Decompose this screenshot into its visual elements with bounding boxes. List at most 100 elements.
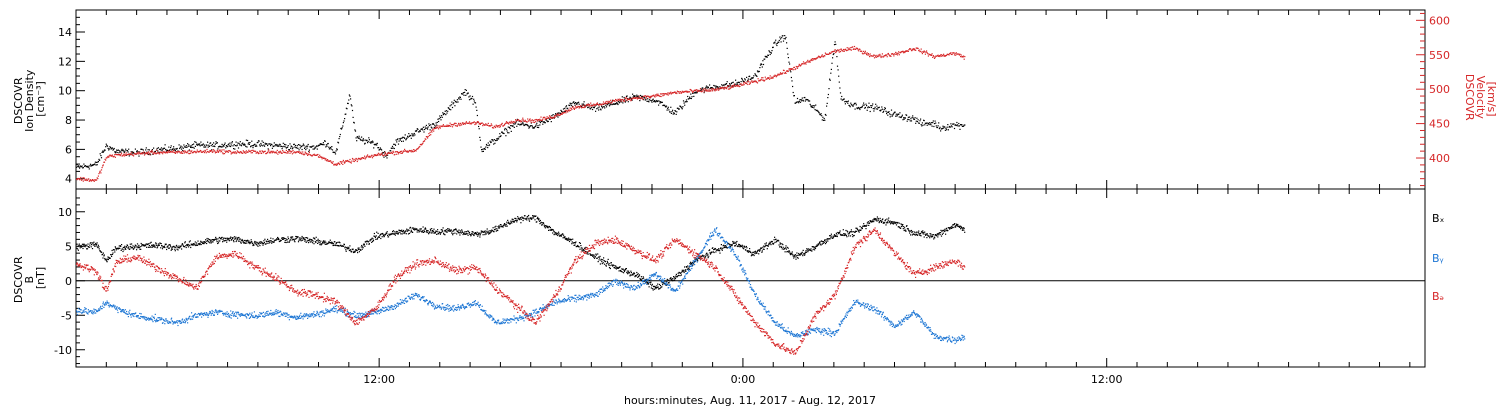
density-point bbox=[331, 149, 334, 151]
density-point bbox=[85, 166, 87, 168]
bx-point bbox=[608, 264, 610, 266]
velocity-point bbox=[393, 151, 395, 153]
bx-point bbox=[422, 230, 424, 232]
bx-point bbox=[383, 235, 385, 237]
density-point bbox=[735, 84, 737, 86]
density-point bbox=[418, 131, 420, 133]
density-point bbox=[941, 127, 943, 129]
density-point bbox=[416, 129, 418, 132]
bx-point bbox=[88, 246, 90, 248]
density-point bbox=[391, 145, 394, 147]
velocity-point bbox=[324, 157, 326, 159]
bx-point bbox=[431, 231, 433, 233]
bx-point bbox=[483, 231, 485, 233]
bx-point bbox=[764, 245, 767, 247]
bx-point bbox=[193, 244, 195, 246]
density-point bbox=[758, 70, 760, 73]
bx-point bbox=[177, 249, 179, 251]
bx-point bbox=[771, 240, 773, 243]
bx-point bbox=[796, 252, 798, 254]
bx-point bbox=[103, 254, 105, 256]
density-point bbox=[494, 139, 497, 142]
bx-point bbox=[173, 246, 175, 248]
bx-point bbox=[538, 220, 541, 222]
bx-point bbox=[712, 251, 714, 253]
bx-point bbox=[863, 225, 865, 227]
velocity-point bbox=[377, 152, 380, 154]
bx-point bbox=[832, 237, 834, 239]
velocity-point bbox=[953, 54, 956, 56]
density-point bbox=[756, 70, 759, 72]
bx-point bbox=[250, 241, 252, 243]
velocity-point bbox=[704, 90, 706, 92]
bx-point bbox=[691, 263, 693, 265]
velocity-point bbox=[474, 122, 477, 124]
bx-point bbox=[701, 255, 703, 257]
bx-point bbox=[553, 231, 556, 233]
velocity-point bbox=[108, 156, 110, 158]
bx-point bbox=[851, 234, 853, 236]
bx-point bbox=[233, 241, 235, 243]
density-point bbox=[468, 96, 470, 98]
velocity-point bbox=[628, 99, 631, 101]
velocity-point bbox=[148, 151, 150, 153]
velocity-point bbox=[770, 77, 772, 79]
density-point bbox=[242, 142, 244, 144]
density-point bbox=[669, 111, 671, 113]
density-point bbox=[844, 101, 846, 103]
density-point bbox=[866, 109, 868, 111]
velocity-point bbox=[526, 121, 528, 123]
bx-point bbox=[304, 239, 306, 241]
bx-point bbox=[340, 244, 342, 246]
bx-point bbox=[823, 241, 825, 244]
bx-point bbox=[312, 240, 314, 242]
bx-point bbox=[445, 231, 447, 233]
bx-point bbox=[618, 267, 620, 269]
bx-point bbox=[249, 242, 251, 244]
density-point bbox=[306, 147, 308, 149]
bx-point bbox=[849, 232, 851, 234]
velocity-point bbox=[727, 85, 729, 88]
density-point bbox=[236, 145, 238, 147]
density-point bbox=[518, 120, 520, 122]
density-point bbox=[478, 125, 480, 128]
bx-point bbox=[429, 231, 431, 233]
bx-point bbox=[451, 232, 453, 234]
density-point bbox=[464, 89, 466, 91]
bx-point bbox=[330, 242, 332, 244]
bx-point bbox=[76, 243, 78, 245]
density-point bbox=[339, 136, 341, 138]
bx-point bbox=[256, 241, 258, 243]
density-point bbox=[949, 126, 951, 128]
density-point bbox=[702, 87, 704, 89]
velocity-point bbox=[80, 176, 82, 179]
density-point bbox=[340, 128, 343, 130]
bx-point bbox=[713, 249, 715, 251]
density-point bbox=[779, 38, 782, 40]
bx-point bbox=[382, 233, 384, 235]
density-point bbox=[690, 93, 692, 95]
velocity-point bbox=[678, 91, 680, 93]
density-point bbox=[761, 66, 763, 68]
bx-point bbox=[733, 242, 735, 245]
density-point bbox=[937, 125, 939, 127]
bx-point bbox=[563, 236, 565, 238]
bx-point bbox=[131, 247, 134, 249]
bx-point bbox=[810, 248, 812, 250]
velocity-point bbox=[262, 150, 264, 152]
bx-point bbox=[218, 236, 220, 239]
density-point bbox=[736, 83, 739, 85]
velocity-point bbox=[304, 153, 306, 155]
density-point bbox=[255, 144, 257, 146]
density-point bbox=[287, 146, 289, 148]
density-point bbox=[248, 143, 250, 145]
density-point bbox=[688, 98, 690, 100]
velocity-point bbox=[595, 103, 597, 105]
velocity-point bbox=[705, 90, 708, 92]
velocity-point bbox=[482, 125, 484, 127]
velocity-point bbox=[873, 57, 876, 59]
velocity-point bbox=[192, 152, 194, 154]
density-point bbox=[355, 137, 357, 139]
density-point bbox=[853, 102, 856, 104]
velocity-point bbox=[217, 150, 219, 153]
